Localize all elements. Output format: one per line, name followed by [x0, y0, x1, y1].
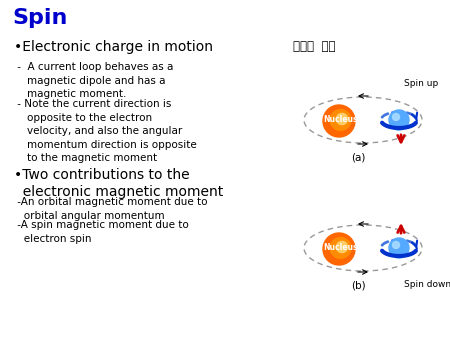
Circle shape — [330, 110, 351, 130]
Text: -A spin magnetic moment due to
   electron spin: -A spin magnetic moment due to electron … — [14, 220, 189, 244]
Circle shape — [389, 238, 409, 258]
Text: (a): (a) — [351, 153, 365, 163]
Text: Nucleus: Nucleus — [324, 243, 358, 252]
Text: Spin: Spin — [12, 8, 68, 28]
Text: -An orbital magnetic moment due to
   orbital angular momentum: -An orbital magnetic moment due to orbit… — [14, 197, 207, 221]
Circle shape — [392, 241, 400, 248]
Circle shape — [323, 105, 355, 137]
Text: Spin up: Spin up — [404, 79, 438, 88]
Text: Spin down: Spin down — [404, 280, 450, 289]
Circle shape — [392, 114, 400, 121]
Circle shape — [330, 238, 351, 258]
Text: (b): (b) — [351, 281, 365, 291]
Text: •Two contributions to the
  electronic magnetic moment: •Two contributions to the electronic mag… — [14, 168, 223, 199]
Circle shape — [389, 110, 409, 130]
Text: •Electronic charge in motion: •Electronic charge in motion — [14, 40, 213, 54]
Text: -  A current loop behaves as a
    magnetic dipole and has a
    magnetic moment: - A current loop behaves as a magnetic d… — [14, 62, 173, 99]
Text: - Note the current direction is
    opposite to the electron
    velocity, and a: - Note the current direction is opposite… — [14, 99, 197, 163]
Text: 전자의  스핀: 전자의 스핀 — [293, 40, 336, 53]
Circle shape — [323, 233, 355, 265]
Circle shape — [337, 241, 347, 252]
Text: Nucleus: Nucleus — [324, 116, 358, 124]
Circle shape — [337, 114, 347, 125]
